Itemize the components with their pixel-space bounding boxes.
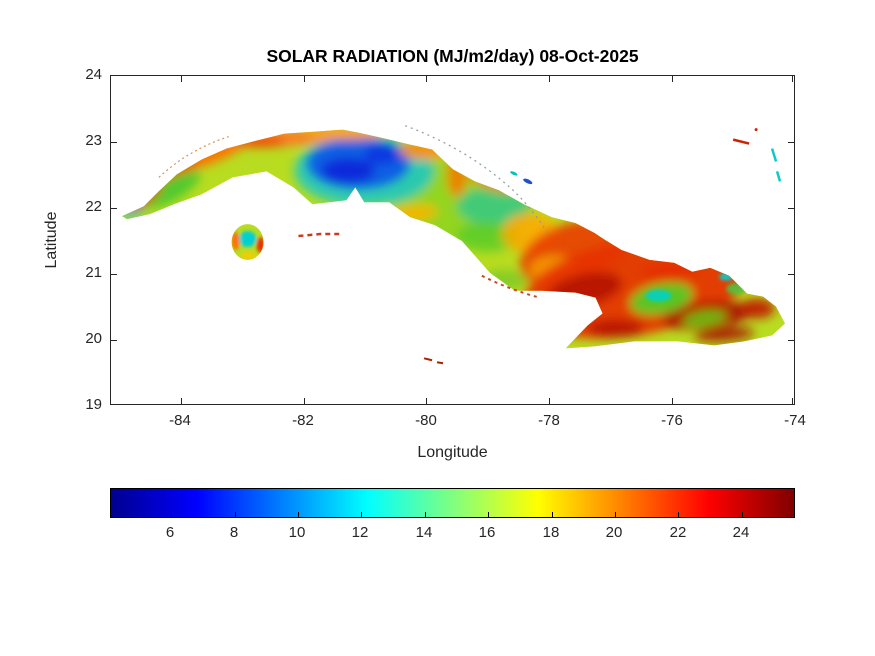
- y-tick-mark: [788, 208, 794, 209]
- colorbar-tick-mark: [298, 512, 299, 517]
- x-tick-mark: [672, 398, 673, 404]
- x-tick-label: -78: [538, 412, 560, 429]
- x-tick-mark: [181, 76, 182, 82]
- x-tick-mark: [426, 398, 427, 404]
- colorbar-tick-mark: [235, 512, 236, 517]
- y-tick-mark: [788, 340, 794, 341]
- colorbar-tick-mark: [171, 512, 172, 517]
- colorbar-tick-label: 6: [165, 524, 175, 541]
- colorbar-tick-label: 20: [605, 524, 623, 541]
- colorbar-tick-label: 14: [415, 524, 433, 541]
- colorbar-tick-mark: [742, 512, 743, 517]
- colorbar-tick-label: 12: [351, 524, 369, 541]
- x-tick-mark: [549, 76, 550, 82]
- chart-title: SOLAR RADIATION (MJ/m2/day) 08-Oct-2025: [266, 46, 639, 66]
- colorbar-tick-mark: [678, 512, 679, 517]
- y-tick-mark: [111, 274, 117, 275]
- x-tick-label: -82: [292, 412, 314, 429]
- colorbar-tick-label: 8: [229, 524, 239, 541]
- y-tick-label: 19: [85, 396, 102, 413]
- x-tick-mark: [426, 76, 427, 82]
- y-tick-mark: [111, 340, 117, 341]
- colorbar-tick-mark: [615, 512, 616, 517]
- y-tick-mark: [788, 142, 794, 143]
- colorbar-tick-label: 16: [478, 524, 496, 541]
- x-tick-label: -84: [169, 412, 191, 429]
- x-tick-mark: [792, 398, 793, 404]
- colorbar: [110, 488, 795, 518]
- x-tick-mark: [549, 398, 550, 404]
- x-tick-mark: [181, 398, 182, 404]
- y-tick-mark: [111, 142, 117, 143]
- y-tick-label: 23: [85, 132, 102, 149]
- x-tick-label: -80: [415, 412, 437, 429]
- y-tick-mark: [111, 208, 117, 209]
- offshore-cays: [158, 125, 782, 365]
- colorbar-tick-label: 10: [288, 524, 306, 541]
- colorbar-tick-label: 24: [732, 524, 750, 541]
- colorbar-tick-mark: [552, 512, 553, 517]
- colorbar-tick-mark: [425, 512, 426, 517]
- plot-area: [110, 75, 795, 405]
- y-tick-label: 20: [85, 330, 102, 347]
- y-tick-label: 21: [85, 264, 102, 281]
- y-tick-mark: [788, 274, 794, 275]
- colorbar-tick-label: 22: [669, 524, 687, 541]
- x-tick-mark: [792, 76, 793, 82]
- colorbar-tick-mark: [488, 512, 489, 517]
- y-axis-label: Latitude: [43, 211, 60, 269]
- x-tick-label: -74: [784, 412, 806, 429]
- colorbar-tick-mark: [361, 512, 362, 517]
- x-axis-label: Longitude: [417, 444, 488, 461]
- x-tick-label: -76: [661, 412, 683, 429]
- x-tick-mark: [304, 398, 305, 404]
- x-tick-mark: [672, 76, 673, 82]
- x-tick-mark: [304, 76, 305, 82]
- y-tick-label: 22: [85, 198, 102, 215]
- cuba-heatmap-map: [121, 125, 786, 365]
- y-tick-label: 24: [85, 66, 102, 83]
- colorbar-tick-label: 18: [542, 524, 560, 541]
